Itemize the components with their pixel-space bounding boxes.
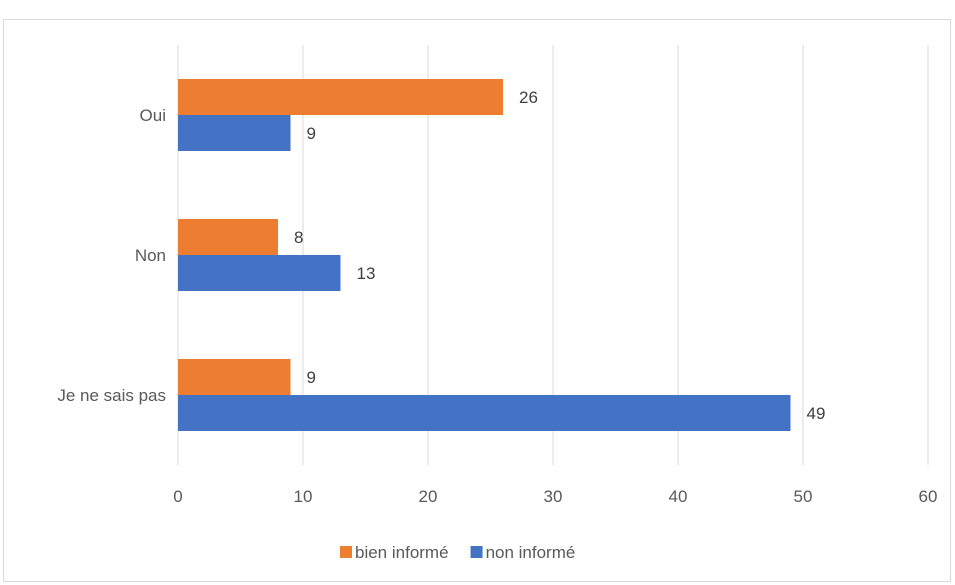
legend-swatch-bien-informe xyxy=(340,546,352,558)
legend-swatch-non-informe xyxy=(470,546,483,558)
data-label-bien-informe-oui: 26 xyxy=(519,88,538,107)
data-label-non-informe-je-ne-sais-pas: 49 xyxy=(807,404,826,423)
bars xyxy=(178,79,791,431)
x-tick-label-60: 60 xyxy=(919,487,938,506)
data-labels: 26 9 8 13 9 49 xyxy=(294,88,825,423)
y-axis-category-labels: Oui Non Je ne sais pas xyxy=(57,106,166,405)
legend: bien informé non informé xyxy=(340,543,575,562)
x-tick-label-40: 40 xyxy=(669,487,688,506)
x-tick-label-0: 0 xyxy=(173,487,182,506)
bar-non-informe-non xyxy=(178,255,341,291)
bar-non-informe-je-ne-sais-pas xyxy=(178,395,791,431)
y-category-label-je-ne-sais-pas: Je ne sais pas xyxy=(57,386,166,405)
legend-label-non-informe: non informé xyxy=(486,543,576,562)
y-category-label-oui: Oui xyxy=(140,106,166,125)
bar-bien-informe-je-ne-sais-pas xyxy=(178,359,291,395)
legend-label-bien-informe: bien informé xyxy=(355,543,449,562)
bar-bien-informe-non xyxy=(178,219,278,255)
data-label-bien-informe-non: 8 xyxy=(294,228,303,247)
data-label-bien-informe-je-ne-sais-pas: 9 xyxy=(307,368,316,387)
data-label-non-informe-non: 13 xyxy=(357,264,376,283)
x-axis-tick-labels: 0 10 20 30 40 50 60 xyxy=(173,487,937,506)
data-label-non-informe-oui: 9 xyxy=(307,124,316,143)
bar-non-informe-oui xyxy=(178,115,291,151)
bar-bien-informe-oui xyxy=(178,79,503,115)
x-tick-label-20: 20 xyxy=(419,487,438,506)
x-tick-label-10: 10 xyxy=(294,487,313,506)
x-tick-label-50: 50 xyxy=(794,487,813,506)
x-tick-label-30: 30 xyxy=(544,487,563,506)
y-category-label-non: Non xyxy=(135,246,166,265)
